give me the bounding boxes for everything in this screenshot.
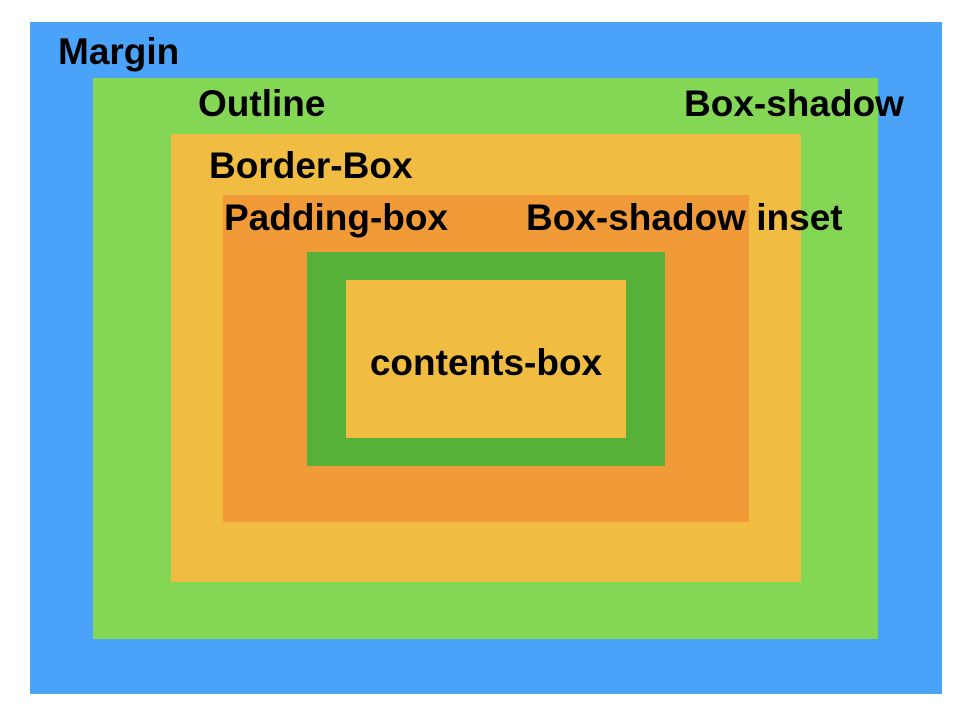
margin-label: Margin (58, 31, 180, 72)
border-box-label: Border-Box (209, 145, 413, 186)
box-shadow-label: Box-shadow (684, 83, 904, 124)
outline-label: Outline (198, 83, 326, 124)
contents-box-layer (346, 280, 626, 438)
contents-box-label: contents-box (369, 342, 603, 383)
box-shadow-inset-label: Box-shadow inset (526, 197, 843, 238)
padding-box-label: Padding-box (224, 197, 449, 238)
